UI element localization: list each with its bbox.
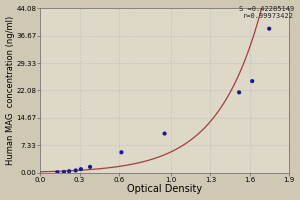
Point (79, 168, 83, 171)
Point (73, 169, 78, 172)
Point (250, 80, 255, 83)
Point (88, 165, 92, 168)
Point (162, 132, 167, 135)
Point (67, 170, 71, 173)
Y-axis label: Human MAG  concentration (ng/ml): Human MAG concentration (ng/ml) (6, 16, 15, 165)
Point (61, 170, 66, 174)
Point (55, 171, 60, 174)
Point (119, 151, 124, 154)
X-axis label: Optical Density: Optical Density (127, 184, 202, 194)
Point (267, 27, 272, 30)
Text: S =0.42285149
r=0.99973422: S =0.42285149 r=0.99973422 (239, 6, 294, 19)
Point (237, 91, 242, 94)
